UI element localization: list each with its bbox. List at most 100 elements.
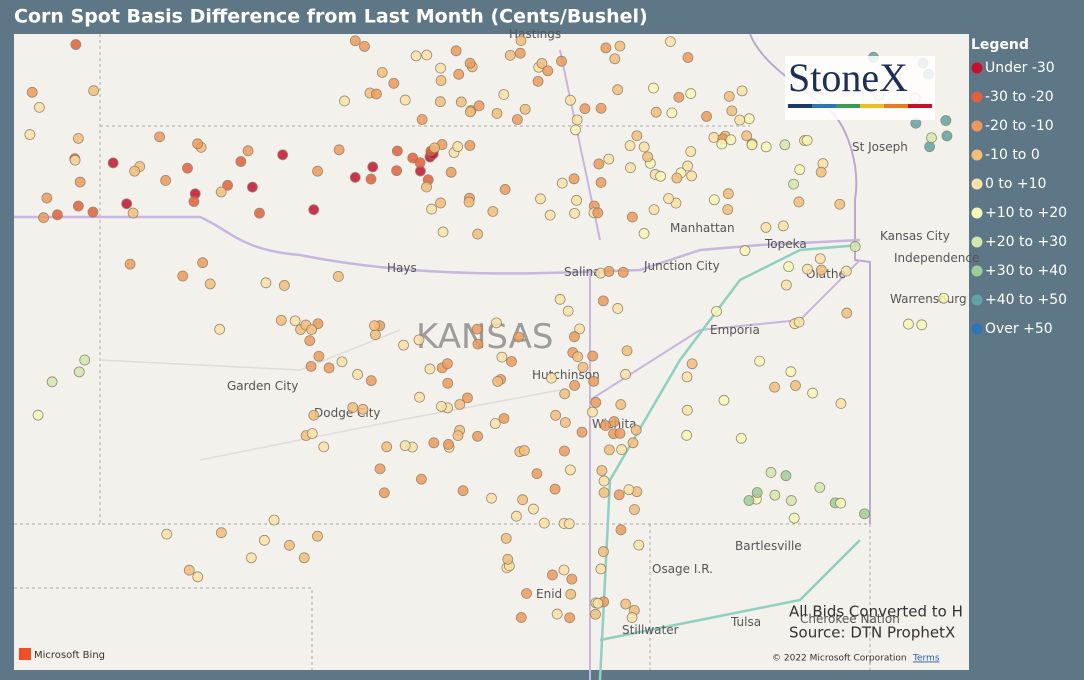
basis-point [192,571,204,583]
legend-title: Legend [971,37,1029,53]
basis-point [464,106,476,118]
basis-point [487,206,499,217]
basis-point [569,380,580,391]
legend-swatch [971,323,983,335]
city-label: Garden City [227,379,298,393]
basis-point [472,228,484,240]
city-label: Emporia [710,323,760,337]
basis-point [421,49,433,61]
basis-point [74,176,86,188]
basis-point [538,517,550,529]
basis-point [542,65,554,77]
basis-point [597,295,609,307]
basis-point [107,157,119,169]
basis-point [655,170,666,182]
basis-point [592,207,604,219]
basis-point [840,265,852,277]
basis-point [333,271,344,282]
basis-point [457,485,469,497]
basis-point [780,279,792,291]
basis-point [650,106,662,118]
basis-point [682,160,694,172]
basis-point [802,263,813,275]
basis-point [369,320,380,332]
basis-point [793,196,805,208]
basis-point [471,323,483,335]
basis-point [268,514,280,526]
basis-point [716,138,728,150]
basis-point [682,52,694,63]
basis-point [289,315,301,327]
basis-point [547,569,558,581]
basis-point [711,305,722,317]
basis-point [835,497,847,509]
terms-link[interactable]: Terms [912,654,940,664]
city-label: Warrensburg [890,292,967,306]
basis-point [579,103,591,115]
basis-point [235,156,247,167]
legend-swatch [971,62,983,74]
basis-point [625,162,636,174]
basis-point [121,198,133,210]
city-label: Stillwater [622,623,679,637]
basis-point [620,598,632,610]
basis-point [554,293,566,305]
basis-point [370,88,382,100]
basis-point [743,113,755,125]
legend-label: Under -30 [985,60,1055,76]
basis-point [592,597,604,609]
basis-point [450,45,462,57]
basis-point [587,350,599,362]
basis-point [254,207,265,219]
basis-point [549,483,561,495]
basis-point [38,212,49,224]
basis-point [564,464,576,476]
basis-point [374,463,386,475]
basis-point [626,612,638,623]
legend-label: +30 to +40 [985,263,1067,279]
basis-point [87,206,99,218]
basis-point [769,381,780,393]
basis-point [192,138,204,150]
basis-point [535,193,546,205]
basis-point [359,41,370,52]
basis-point [648,204,660,216]
basis-point [511,510,522,522]
basis-point [681,429,693,441]
basis-point [452,430,464,442]
basis-point [500,532,512,544]
legend-label: Over +50 [985,321,1053,337]
basis-point [629,504,640,515]
basis-point [642,151,654,163]
basis-point [275,314,287,326]
basis-point [760,222,772,233]
city-label: Tulsa [730,615,761,629]
legend-swatch [971,265,983,277]
basis-point [305,360,317,372]
basis-point [204,278,216,290]
basis-point [681,404,693,416]
basis-point [426,203,438,215]
legend-label: -10 to 0 [985,147,1040,163]
basis-point [399,440,411,452]
city-label: Osage I.R. [652,562,713,576]
basis-point [277,149,289,161]
basis-point [473,100,485,112]
basis-point [671,172,683,184]
basis-point [590,396,602,408]
basis-point [751,487,763,498]
basis-point [378,487,390,499]
basis-point [88,85,100,97]
city-label: Manhattan [670,221,735,235]
basis-point [511,114,523,125]
basis-point [903,318,914,330]
basis-point [442,358,453,370]
basis-point [72,133,84,144]
basis-point [621,345,633,357]
note: Source: DTN ProphetX [789,624,955,642]
basis-point [428,437,440,449]
basis-point [472,430,484,442]
basis-point [620,368,631,380]
basis-point [841,307,853,319]
